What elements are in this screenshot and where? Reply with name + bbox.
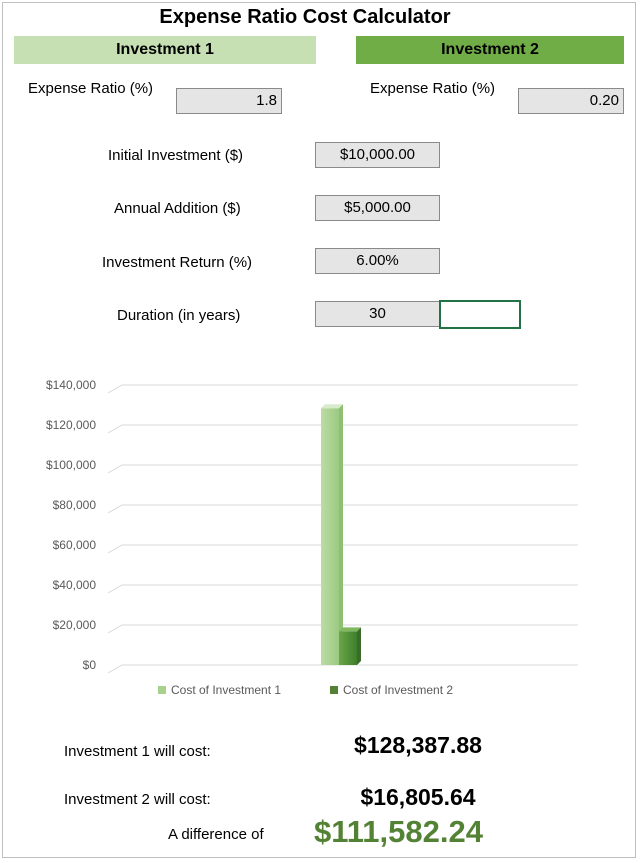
initial-investment-label: Initial Investment ($)	[108, 147, 244, 164]
initial-investment-field[interactable]: $10,000.00	[315, 142, 440, 168]
annual-addition-label: Annual Addition ($)	[114, 200, 241, 217]
gridline	[107, 424, 578, 434]
difference-label: A difference of	[168, 826, 264, 843]
investment-1-cost-label: Investment 1 will cost:	[64, 743, 211, 760]
gridline	[107, 464, 578, 474]
svg-text:Cost of Investment 2: Cost of Investment 2	[343, 683, 453, 697]
expense-ratio-2-label: Expense Ratio (%)	[370, 80, 496, 97]
cost-chart: $0 $20,000 $40,000 $60,000 $80,000 $100,000 $1…	[46, 378, 578, 697]
gridline	[107, 624, 578, 634]
duration-field[interactable]: 30	[315, 301, 440, 327]
investment-2-cost-value: $16,805.64	[360, 784, 476, 810]
annual-addition-field[interactable]: $5,000.00	[315, 195, 440, 221]
y-tick-label: $0	[83, 658, 97, 672]
investment-2-header: Investment 2	[356, 36, 624, 64]
selected-cell[interactable]	[439, 300, 521, 329]
investment-1-header: Investment 1	[14, 36, 316, 64]
duration-label: Duration (in years)	[117, 307, 241, 324]
gridline	[107, 584, 578, 594]
y-tick-label: $60,000	[53, 538, 97, 552]
y-tick-label: $120,000	[46, 418, 96, 432]
gridline	[107, 544, 578, 554]
expense-ratio-1-label: Expense Ratio (%)	[28, 80, 154, 97]
gridline	[107, 504, 578, 514]
gridline	[107, 664, 578, 674]
y-tick-label: $140,000	[46, 378, 96, 392]
investment-return-field[interactable]: 6.00%	[315, 248, 440, 274]
y-tick-label: $80,000	[53, 498, 97, 512]
difference-value: $111,582.24	[314, 814, 483, 849]
y-tick-label: $40,000	[53, 578, 97, 592]
y-tick-label: $100,000	[46, 458, 96, 472]
bar-1	[321, 404, 343, 665]
svg-text:Cost of Investment 1: Cost of Investment 1	[171, 683, 281, 697]
y-tick-label: $20,000	[53, 618, 97, 632]
legend-item-2: Cost of Investment 2	[330, 683, 453, 697]
expense-ratio-2-field[interactable]: 0.20	[518, 88, 624, 114]
investment-return-label: Investment Return (%)	[102, 254, 253, 271]
investment-1-cost-value: $128,387.88	[354, 732, 482, 758]
gridline	[107, 384, 578, 394]
page-title: Expense Ratio Cost Calculator	[159, 6, 451, 28]
legend-item-1: Cost of Investment 1	[158, 683, 281, 697]
investment-2-cost-label: Investment 2 will cost:	[64, 791, 211, 808]
bar-2	[339, 627, 361, 665]
expense-ratio-1-field[interactable]: 1.8	[176, 88, 282, 114]
